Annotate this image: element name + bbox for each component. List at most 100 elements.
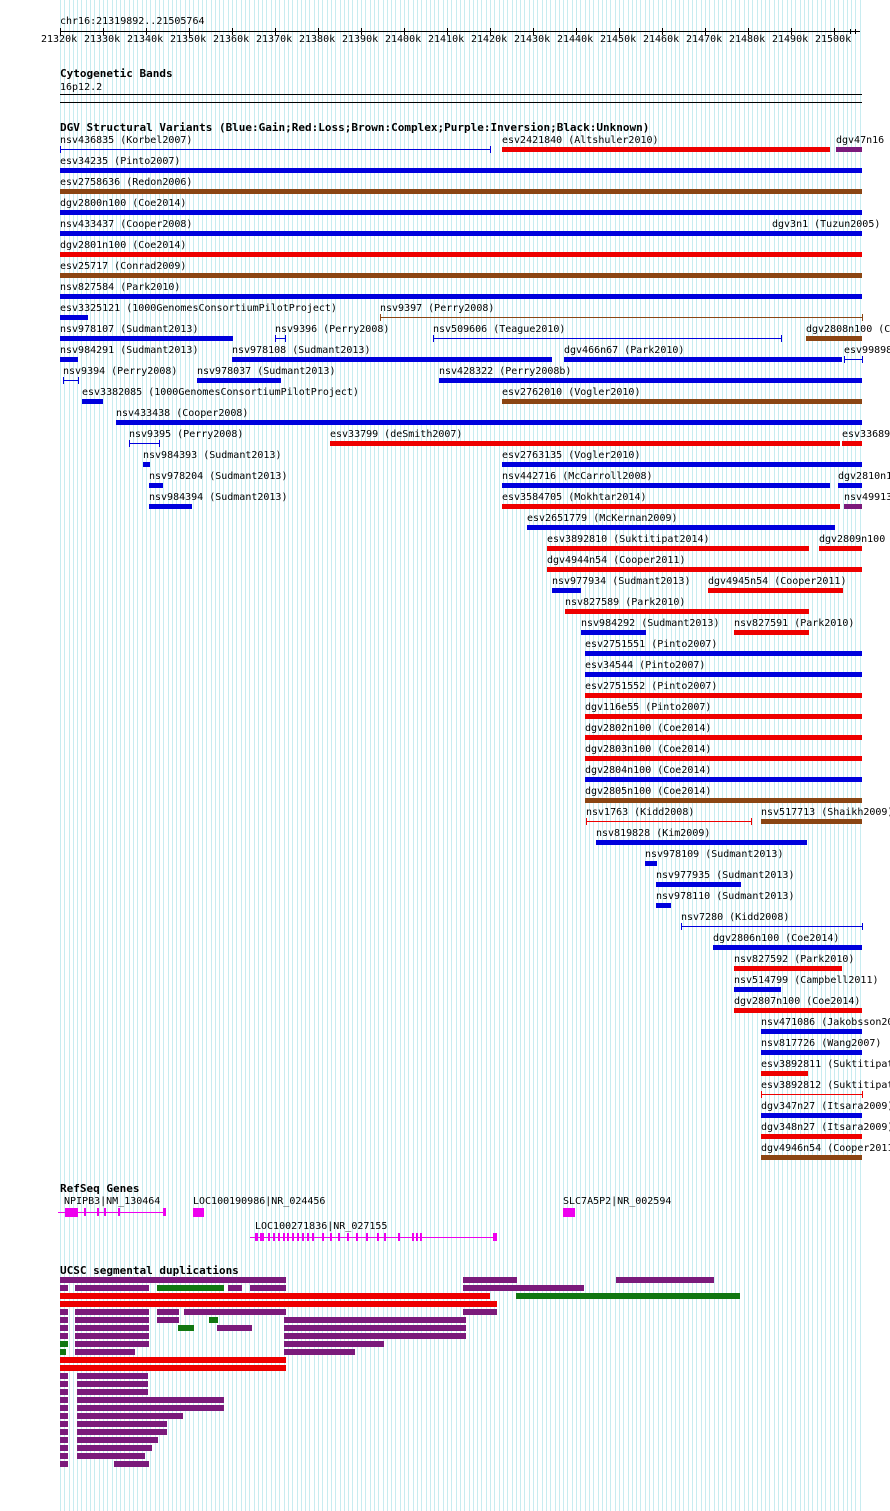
segdup-bar[interactable] — [60, 1277, 286, 1283]
variant-label[interactable]: esv2762010 (Vogler2010) — [502, 387, 641, 398]
variant-label[interactable]: dgv2804n100 (Coe2014) — [585, 765, 712, 776]
gene-exon[interactable] — [302, 1233, 304, 1241]
variant-label[interactable]: dgv2807n100 (Coe2014) — [734, 996, 861, 1007]
gene-exon[interactable] — [283, 1233, 285, 1241]
variant-label[interactable]: nsv433438 (Cooper2008) — [116, 408, 249, 419]
segdup-bar[interactable] — [463, 1285, 584, 1291]
gene-label[interactable]: SLC7A5P2|NR_002594 — [563, 1196, 672, 1207]
variant-bar[interactable] — [330, 441, 840, 446]
variant-bar[interactable] — [838, 483, 862, 488]
variant-label[interactable]: esv2751552 (Pinto2007) — [585, 681, 718, 692]
variant-bar[interactable] — [734, 630, 809, 635]
variant-label[interactable]: dgv2805n100 (Coe2014) — [585, 786, 712, 797]
segdup-bar[interactable] — [184, 1309, 286, 1315]
gene-exon[interactable] — [384, 1233, 386, 1241]
variant-label[interactable]: dgv2801n100 (Coe2014) — [60, 240, 187, 251]
variant-line[interactable] — [60, 149, 490, 150]
variant-label[interactable]: esv2421840 (Altshuler2010) — [502, 135, 659, 146]
variant-label[interactable]: nsv49913 — [844, 492, 890, 503]
variant-bar[interactable] — [547, 546, 809, 551]
segdup-bar[interactable] — [60, 1357, 286, 1363]
variant-bar[interactable] — [149, 504, 192, 509]
variant-bar[interactable] — [761, 1155, 862, 1160]
variant-label[interactable]: dgv2809n100 — [819, 534, 886, 545]
segdup-bar[interactable] — [75, 1349, 135, 1355]
segdup-bar[interactable] — [60, 1341, 68, 1347]
variant-label[interactable]: dgv2808n100 (C — [806, 324, 890, 335]
variant-line[interactable] — [586, 821, 751, 822]
segdup-bar[interactable] — [60, 1413, 68, 1419]
gene-label[interactable]: LOC100271836|NR_027155 — [255, 1221, 388, 1232]
segdup-bar[interactable] — [284, 1349, 355, 1355]
gene-exon[interactable] — [97, 1208, 99, 1216]
segdup-bar[interactable] — [77, 1381, 148, 1387]
segdup-bar[interactable] — [60, 1445, 68, 1451]
variant-bar[interactable] — [60, 189, 862, 194]
segdup-bar[interactable] — [463, 1309, 497, 1315]
variant-label[interactable]: nsv827584 (Park2010) — [60, 282, 181, 293]
variant-bar[interactable] — [585, 651, 862, 656]
variant-label[interactable]: nsv817726 (Wang2007) — [761, 1038, 882, 1049]
segdup-bar[interactable] — [60, 1285, 68, 1291]
segdup-bar[interactable] — [77, 1437, 158, 1443]
variant-label[interactable]: nsv9394 (Perry2008) — [63, 366, 178, 377]
variant-label[interactable]: dgv4946n54 (Cooper2011) — [761, 1143, 890, 1154]
variant-label[interactable]: nsv9397 (Perry2008) — [380, 303, 495, 314]
variant-label[interactable]: esv3892811 (Suktitipat — [761, 1059, 890, 1070]
segdup-bar[interactable] — [60, 1293, 490, 1299]
variant-label[interactable]: dgv2802n100 (Coe2014) — [585, 723, 712, 734]
variant-label[interactable]: nsv977935 (Sudmant2013) — [656, 870, 795, 881]
segdup-bar[interactable] — [60, 1405, 68, 1411]
variant-label[interactable]: nsv984394 (Sudmant2013) — [149, 492, 288, 503]
segdup-bar[interactable] — [75, 1309, 149, 1315]
variant-line[interactable] — [275, 338, 285, 339]
variant-label[interactable]: nsv7280 (Kidd2008) — [681, 912, 790, 923]
variant-bar[interactable] — [772, 231, 862, 236]
variant-bar[interactable] — [819, 546, 862, 551]
variant-bar[interactable] — [734, 966, 842, 971]
variant-label[interactable]: nsv977934 (Sudmant2013) — [552, 576, 691, 587]
variant-bar[interactable] — [708, 588, 843, 593]
gene-exon[interactable] — [377, 1233, 379, 1241]
variant-bar[interactable] — [585, 777, 862, 782]
gene-exon[interactable] — [347, 1233, 349, 1241]
segdup-bar[interactable] — [60, 1389, 68, 1395]
variant-bar[interactable] — [60, 231, 772, 236]
variant-line[interactable] — [761, 1094, 862, 1095]
gene-exon[interactable] — [273, 1233, 275, 1241]
segdup-bar[interactable] — [157, 1309, 179, 1315]
variant-label[interactable]: dgv2800n100 (Coe2014) — [60, 198, 187, 209]
segdup-bar[interactable] — [77, 1389, 148, 1395]
variant-label[interactable]: dgv47n16 — [836, 135, 885, 146]
variant-bar[interactable] — [60, 336, 233, 341]
segdup-bar[interactable] — [284, 1341, 384, 1347]
segdup-bar[interactable] — [217, 1325, 252, 1331]
variant-bar[interactable] — [565, 609, 809, 614]
segdup-bar[interactable] — [178, 1325, 194, 1331]
variant-bar[interactable] — [60, 294, 862, 299]
variant-bar[interactable] — [197, 378, 281, 383]
variant-bar[interactable] — [60, 273, 862, 278]
variant-bar[interactable] — [761, 1071, 808, 1076]
variant-line[interactable] — [844, 359, 862, 360]
variant-label[interactable]: nsv827592 (Park2010) — [734, 954, 855, 965]
segdup-bar[interactable] — [75, 1333, 149, 1339]
gene-exon[interactable] — [163, 1208, 166, 1216]
variant-bar[interactable] — [585, 672, 862, 677]
variant-label[interactable]: dgv4945n54 (Cooper2011) — [708, 576, 847, 587]
segdup-bar[interactable] — [77, 1413, 183, 1419]
gene-exon[interactable] — [356, 1233, 358, 1241]
variant-label[interactable]: dgv116e55 (Pinto2007) — [585, 702, 712, 713]
gene-exon[interactable] — [84, 1208, 86, 1216]
variant-label[interactable]: dgv2810n1 — [838, 471, 890, 482]
variant-bar[interactable] — [143, 462, 150, 467]
segdup-track-title[interactable]: UCSC segmental duplications — [60, 1264, 239, 1277]
variant-label[interactable]: dgv466n67 (Park2010) — [564, 345, 685, 356]
variant-bar[interactable] — [547, 567, 862, 572]
variant-label[interactable]: esv25717 (Conrad2009) — [60, 261, 187, 272]
variant-bar[interactable] — [734, 987, 781, 992]
segdup-bar[interactable] — [77, 1405, 224, 1411]
variant-label[interactable]: nsv514799 (Campbell2011) — [734, 975, 879, 986]
variant-label[interactable]: esv33799 (deSmith2007) — [330, 429, 463, 440]
variant-label[interactable]: nsv9395 (Perry2008) — [129, 429, 244, 440]
